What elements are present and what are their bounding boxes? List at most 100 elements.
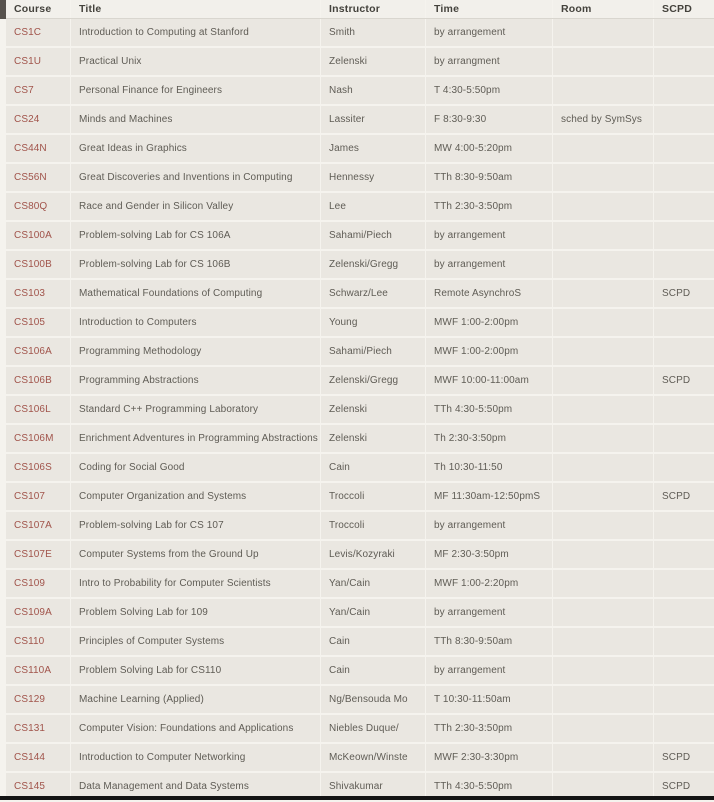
bottom-border-bar (0, 796, 714, 800)
course-time: MW 4:00-5:20pm (425, 135, 552, 162)
course-time: by arrangment (425, 48, 552, 75)
course-room (552, 222, 653, 249)
table-row: CS7 Personal Finance for Engineers Nash … (6, 77, 714, 106)
course-instructor: Sahami/Piech (320, 222, 425, 249)
course-code-link[interactable]: CS80Q (6, 193, 70, 220)
table-body: CS1C Introduction to Computing at Stanfo… (6, 19, 714, 802)
course-title: Intro to Probability for Computer Scient… (70, 570, 320, 597)
course-room (552, 628, 653, 655)
course-scpd-badge (653, 77, 714, 104)
course-scpd-badge (653, 135, 714, 162)
table-row: CS106L Standard C++ Programming Laborato… (6, 396, 714, 425)
column-header-scpd: SCPD (653, 0, 714, 18)
course-title: Introduction to Computer Networking (70, 744, 320, 771)
course-code-link[interactable]: CS144 (6, 744, 70, 771)
course-time: Th 10:30-11:50 (425, 454, 552, 481)
course-scpd-badge (653, 309, 714, 336)
course-time: Remote AsynchroS (425, 280, 552, 307)
table-row: CS1U Practical Unix Zelenski by arrangme… (6, 48, 714, 77)
course-code-link[interactable]: CS106A (6, 338, 70, 365)
course-code-link[interactable]: CS107A (6, 512, 70, 539)
course-code-link[interactable]: CS109 (6, 570, 70, 597)
course-code-link[interactable]: CS44N (6, 135, 70, 162)
course-time: TTh 4:30-5:50pm (425, 396, 552, 423)
column-header-room: Room (552, 0, 653, 18)
course-time: MWF 1:00-2:00pm (425, 338, 552, 365)
course-instructor: Schwarz/Lee (320, 280, 425, 307)
course-title: Mathematical Foundations of Computing (70, 280, 320, 307)
course-time: MWF 1:00-2:20pm (425, 570, 552, 597)
course-instructor: Hennessy (320, 164, 425, 191)
course-instructor: Yan/Cain (320, 570, 425, 597)
course-title: Coding for Social Good (70, 454, 320, 481)
course-code-link[interactable]: CS103 (6, 280, 70, 307)
course-code-link[interactable]: CS107 (6, 483, 70, 510)
course-code-link[interactable]: CS131 (6, 715, 70, 742)
course-code-link[interactable]: CS129 (6, 686, 70, 713)
course-code-link[interactable]: CS1C (6, 19, 70, 46)
course-scpd-badge (653, 628, 714, 655)
course-title: Computer Organization and Systems (70, 483, 320, 510)
course-scpd-badge (653, 657, 714, 684)
course-room (552, 309, 653, 336)
course-scpd-badge (653, 512, 714, 539)
course-title: Standard C++ Programming Laboratory (70, 396, 320, 423)
course-code-link[interactable]: CS107E (6, 541, 70, 568)
table-row: CS105 Introduction to Computers Young MW… (6, 309, 714, 338)
table-row: CS109 Intro to Probability for Computer … (6, 570, 714, 599)
course-time: MWF 1:00-2:00pm (425, 309, 552, 336)
table-row: CS129 Machine Learning (Applied) Ng/Bens… (6, 686, 714, 715)
course-title: Computer Vision: Foundations and Applica… (70, 715, 320, 742)
course-instructor: Zelenski (320, 48, 425, 75)
course-code-link[interactable]: CS24 (6, 106, 70, 133)
course-scpd-badge (653, 541, 714, 568)
table-row: CS100B Problem-solving Lab for CS 106B Z… (6, 251, 714, 280)
course-title: Computer Systems from the Ground Up (70, 541, 320, 568)
course-instructor: Lee (320, 193, 425, 220)
course-title: Problem-solving Lab for CS 107 (70, 512, 320, 539)
course-code-link[interactable]: CS109A (6, 599, 70, 626)
course-title: Machine Learning (Applied) (70, 686, 320, 713)
table-row: CS106A Programming Methodology Sahami/Pi… (6, 338, 714, 367)
course-code-link[interactable]: CS106B (6, 367, 70, 394)
course-time: MF 11:30am-12:50pmS (425, 483, 552, 510)
course-scpd-badge (653, 106, 714, 133)
column-header-time: Time (425, 0, 552, 18)
course-title: Great Discoveries and Inventions in Comp… (70, 164, 320, 191)
course-scpd-badge (653, 570, 714, 597)
course-time: by arrangement (425, 599, 552, 626)
course-time: MF 2:30-3:50pm (425, 541, 552, 568)
course-room (552, 396, 653, 423)
course-code-link[interactable]: CS100B (6, 251, 70, 278)
course-scpd-badge: SCPD (653, 280, 714, 307)
table-row: CS56N Great Discoveries and Inventions i… (6, 164, 714, 193)
course-code-link[interactable]: CS7 (6, 77, 70, 104)
course-time: by arrangement (425, 19, 552, 46)
course-code-link[interactable]: CS56N (6, 164, 70, 191)
course-title: Problem-solving Lab for CS 106A (70, 222, 320, 249)
course-room (552, 77, 653, 104)
table-row: CS110 Principles of Computer Systems Cai… (6, 628, 714, 657)
course-code-link[interactable]: CS110A (6, 657, 70, 684)
course-scpd-badge (653, 425, 714, 452)
course-code-link[interactable]: CS105 (6, 309, 70, 336)
course-instructor: Ng/Bensouda Mo (320, 686, 425, 713)
course-room (552, 454, 653, 481)
course-code-link[interactable]: CS106M (6, 425, 70, 452)
course-title: Principles of Computer Systems (70, 628, 320, 655)
course-time: TTh 8:30-9:50am (425, 628, 552, 655)
table-row: CS131 Computer Vision: Foundations and A… (6, 715, 714, 744)
course-room (552, 164, 653, 191)
course-time: by arrangement (425, 251, 552, 278)
course-code-link[interactable]: CS110 (6, 628, 70, 655)
course-code-link[interactable]: CS100A (6, 222, 70, 249)
course-scpd-badge (653, 193, 714, 220)
course-scpd-badge (653, 164, 714, 191)
course-code-link[interactable]: CS106S (6, 454, 70, 481)
course-code-link[interactable]: CS1U (6, 48, 70, 75)
course-room (552, 686, 653, 713)
course-code-link[interactable]: CS106L (6, 396, 70, 423)
course-room (552, 599, 653, 626)
course-instructor: Cain (320, 628, 425, 655)
course-title: Great Ideas in Graphics (70, 135, 320, 162)
